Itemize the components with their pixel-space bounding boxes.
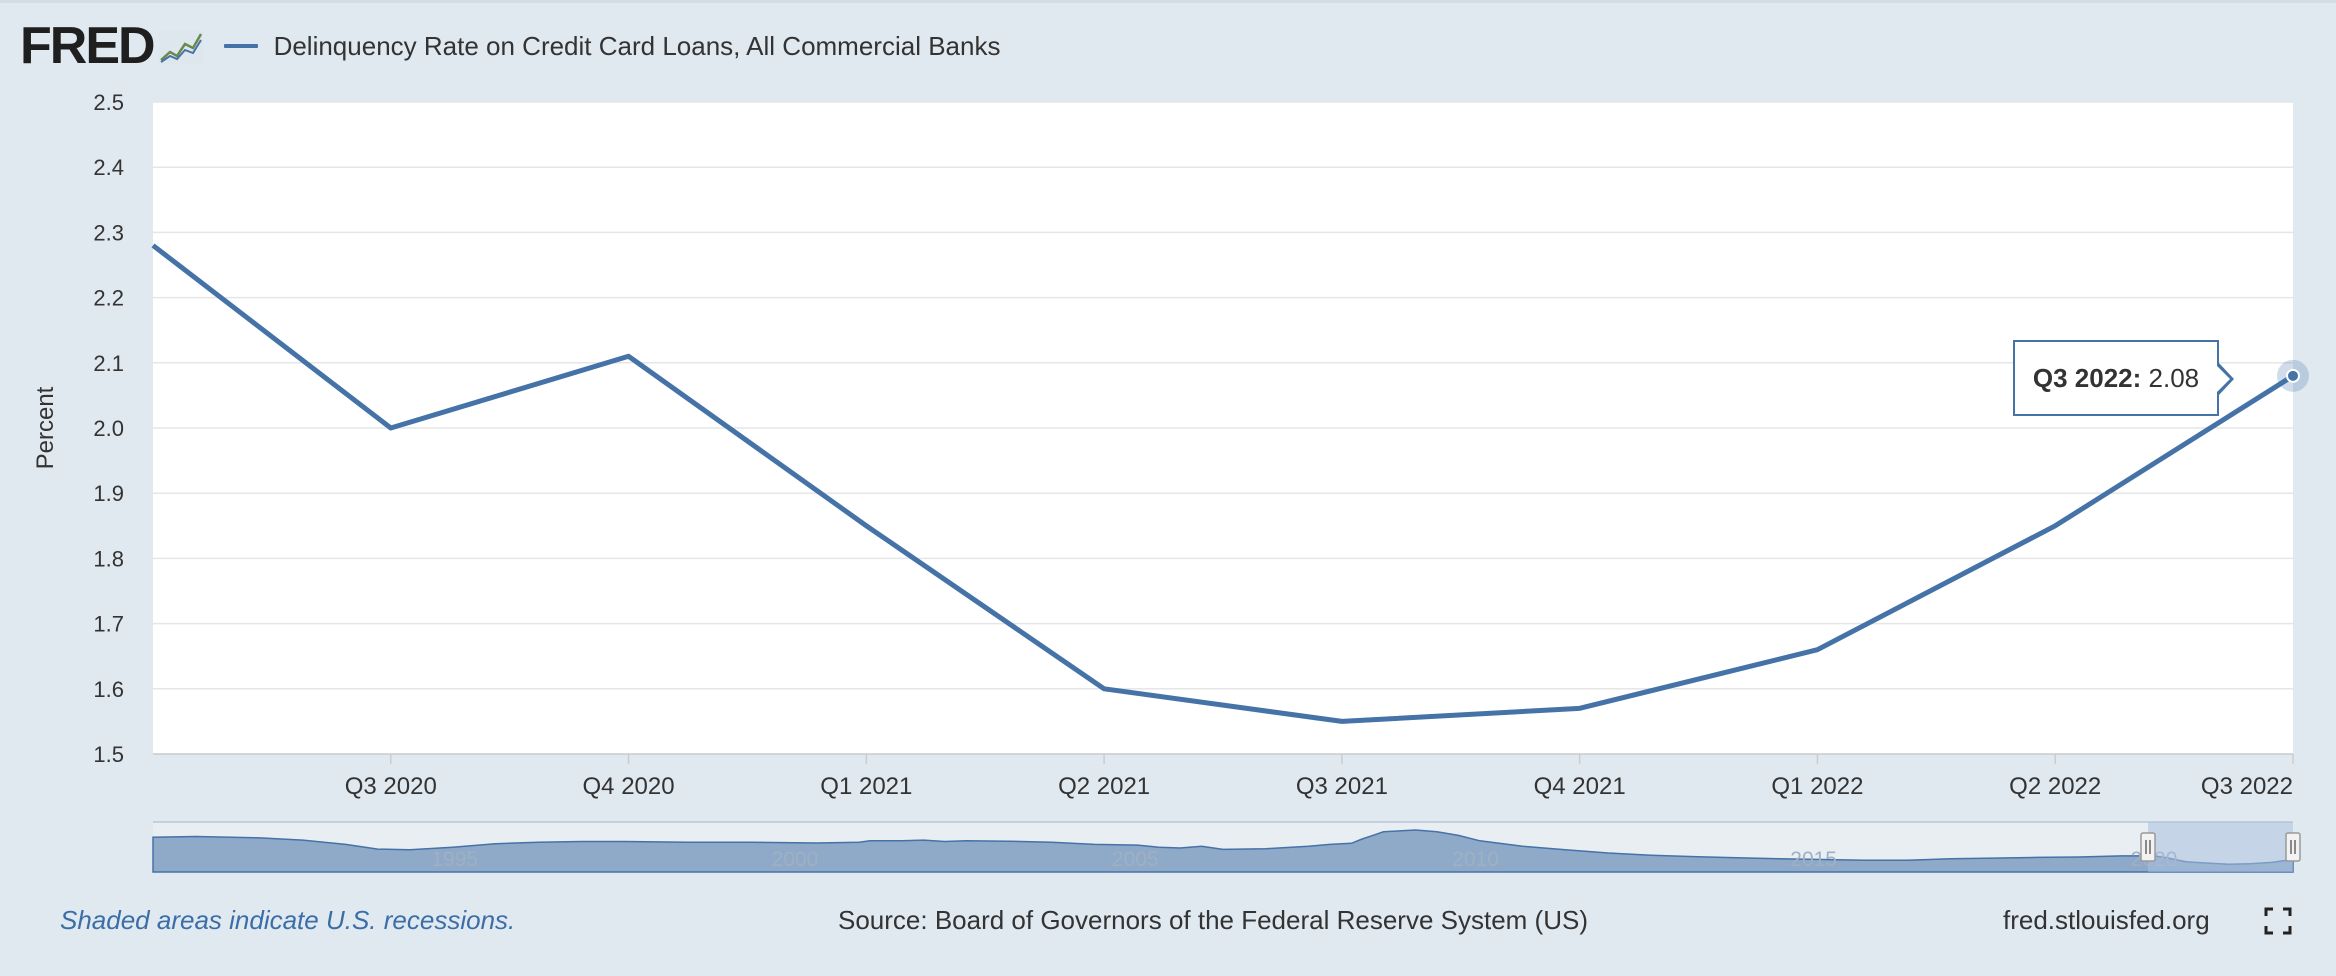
legend-label: Delinquency Rate on Credit Card Loans, A… [273, 30, 1001, 61]
x-tick-label: Q4 2021 [1534, 773, 1626, 800]
y-tick-label: 1.7 [93, 612, 124, 637]
grid-lines [153, 101, 2293, 755]
navigator-year-label: 2015 [1790, 848, 1837, 871]
navigator-selection[interactable] [2148, 822, 2293, 872]
x-tick-label: Q4 2020 [583, 773, 675, 800]
y-tick-label: 1.9 [93, 481, 124, 506]
data-point[interactable] [1339, 718, 1345, 724]
data-point[interactable] [2052, 523, 2058, 529]
y-tick-label: 1.8 [93, 546, 124, 571]
tooltip-label: Q3 2022: [2032, 362, 2142, 393]
x-tick-label: Q2 2021 [1058, 773, 1150, 800]
navigator-handle-left[interactable] [2140, 832, 2156, 862]
x-tick-label: Q1 2021 [820, 773, 912, 800]
data-point[interactable] [1814, 647, 1820, 653]
y-tick-label: 2.1 [93, 351, 124, 376]
top-border [0, 0, 2336, 3]
navigator-series-area [152, 829, 2294, 873]
series-group [150, 242, 2309, 724]
y-tick-label: 1.5 [93, 742, 124, 767]
navigator-year-label: 1995 [431, 848, 478, 871]
navigator[interactable]: 199520002005201020152020 [152, 821, 2301, 873]
tooltip: Q3 2022: 2.08 [2013, 340, 2219, 416]
fred-graph-icon [158, 30, 203, 64]
y-tick-label: 2.4 [93, 155, 124, 180]
fullscreen-icon[interactable] [2264, 907, 2292, 935]
data-point[interactable] [1577, 705, 1583, 711]
y-tick-label: 2.2 [93, 286, 124, 311]
source-text: Source: Board of Governors of the Federa… [838, 905, 1588, 935]
fred-logo[interactable]: FRED [20, 17, 156, 75]
data-point[interactable] [626, 353, 632, 359]
y-tick-label: 1.6 [93, 677, 124, 702]
hover-marker[interactable] [2286, 368, 2300, 383]
y-axis-label: Percent [32, 386, 59, 469]
recession-note: Shaded areas indicate U.S. recessions. [60, 905, 516, 935]
data-point[interactable] [863, 523, 869, 529]
navigator-year-label: 2010 [1452, 848, 1499, 871]
x-tick-label: Q2 2022 [2009, 773, 2101, 800]
y-tick-label: 2.5 [93, 90, 124, 115]
series-line[interactable] [151, 243, 2295, 724]
tooltip-arrow-inner [2216, 365, 2230, 393]
x-tick-label: Q3 2022 [2201, 773, 2293, 800]
y-tick-label: 2.3 [93, 220, 124, 245]
navigator-year-label: 2005 [1112, 848, 1159, 871]
legend-swatch [223, 44, 258, 48]
navigator-year-label: 2000 [772, 848, 819, 871]
y-axis-ticks: 1.5 1.6 1.7 1.8 1.9 2.0 2.1 2.2 2.3 2.4 2.5 [93, 90, 124, 767]
legend[interactable]: Delinquency Rate on Credit Card Loans, A… [223, 30, 1001, 62]
tooltip-value: 2.08 [2148, 362, 2200, 393]
x-tick-label: Q3 2020 [345, 773, 437, 800]
x-axis: Q3 2020 Q4 2020 Q1 2021 Q2 2021 Q3 2021 Q4 20… [153, 753, 2294, 800]
x-tick-label: Q1 2022 [1771, 773, 1863, 800]
data-point[interactable] [388, 425, 394, 431]
y-tick-label: 2.0 [93, 416, 124, 441]
x-tick-label: Q3 2021 [1296, 773, 1388, 800]
site-link[interactable]: fred.stlouisfed.org [2003, 905, 2210, 935]
data-point[interactable] [1101, 686, 1107, 692]
chart-header: FRED Delinquency Rate on Credit Card Loa… [20, 18, 1000, 74]
data-point[interactable] [150, 242, 156, 248]
navigator-handle-right[interactable] [2285, 832, 2301, 862]
